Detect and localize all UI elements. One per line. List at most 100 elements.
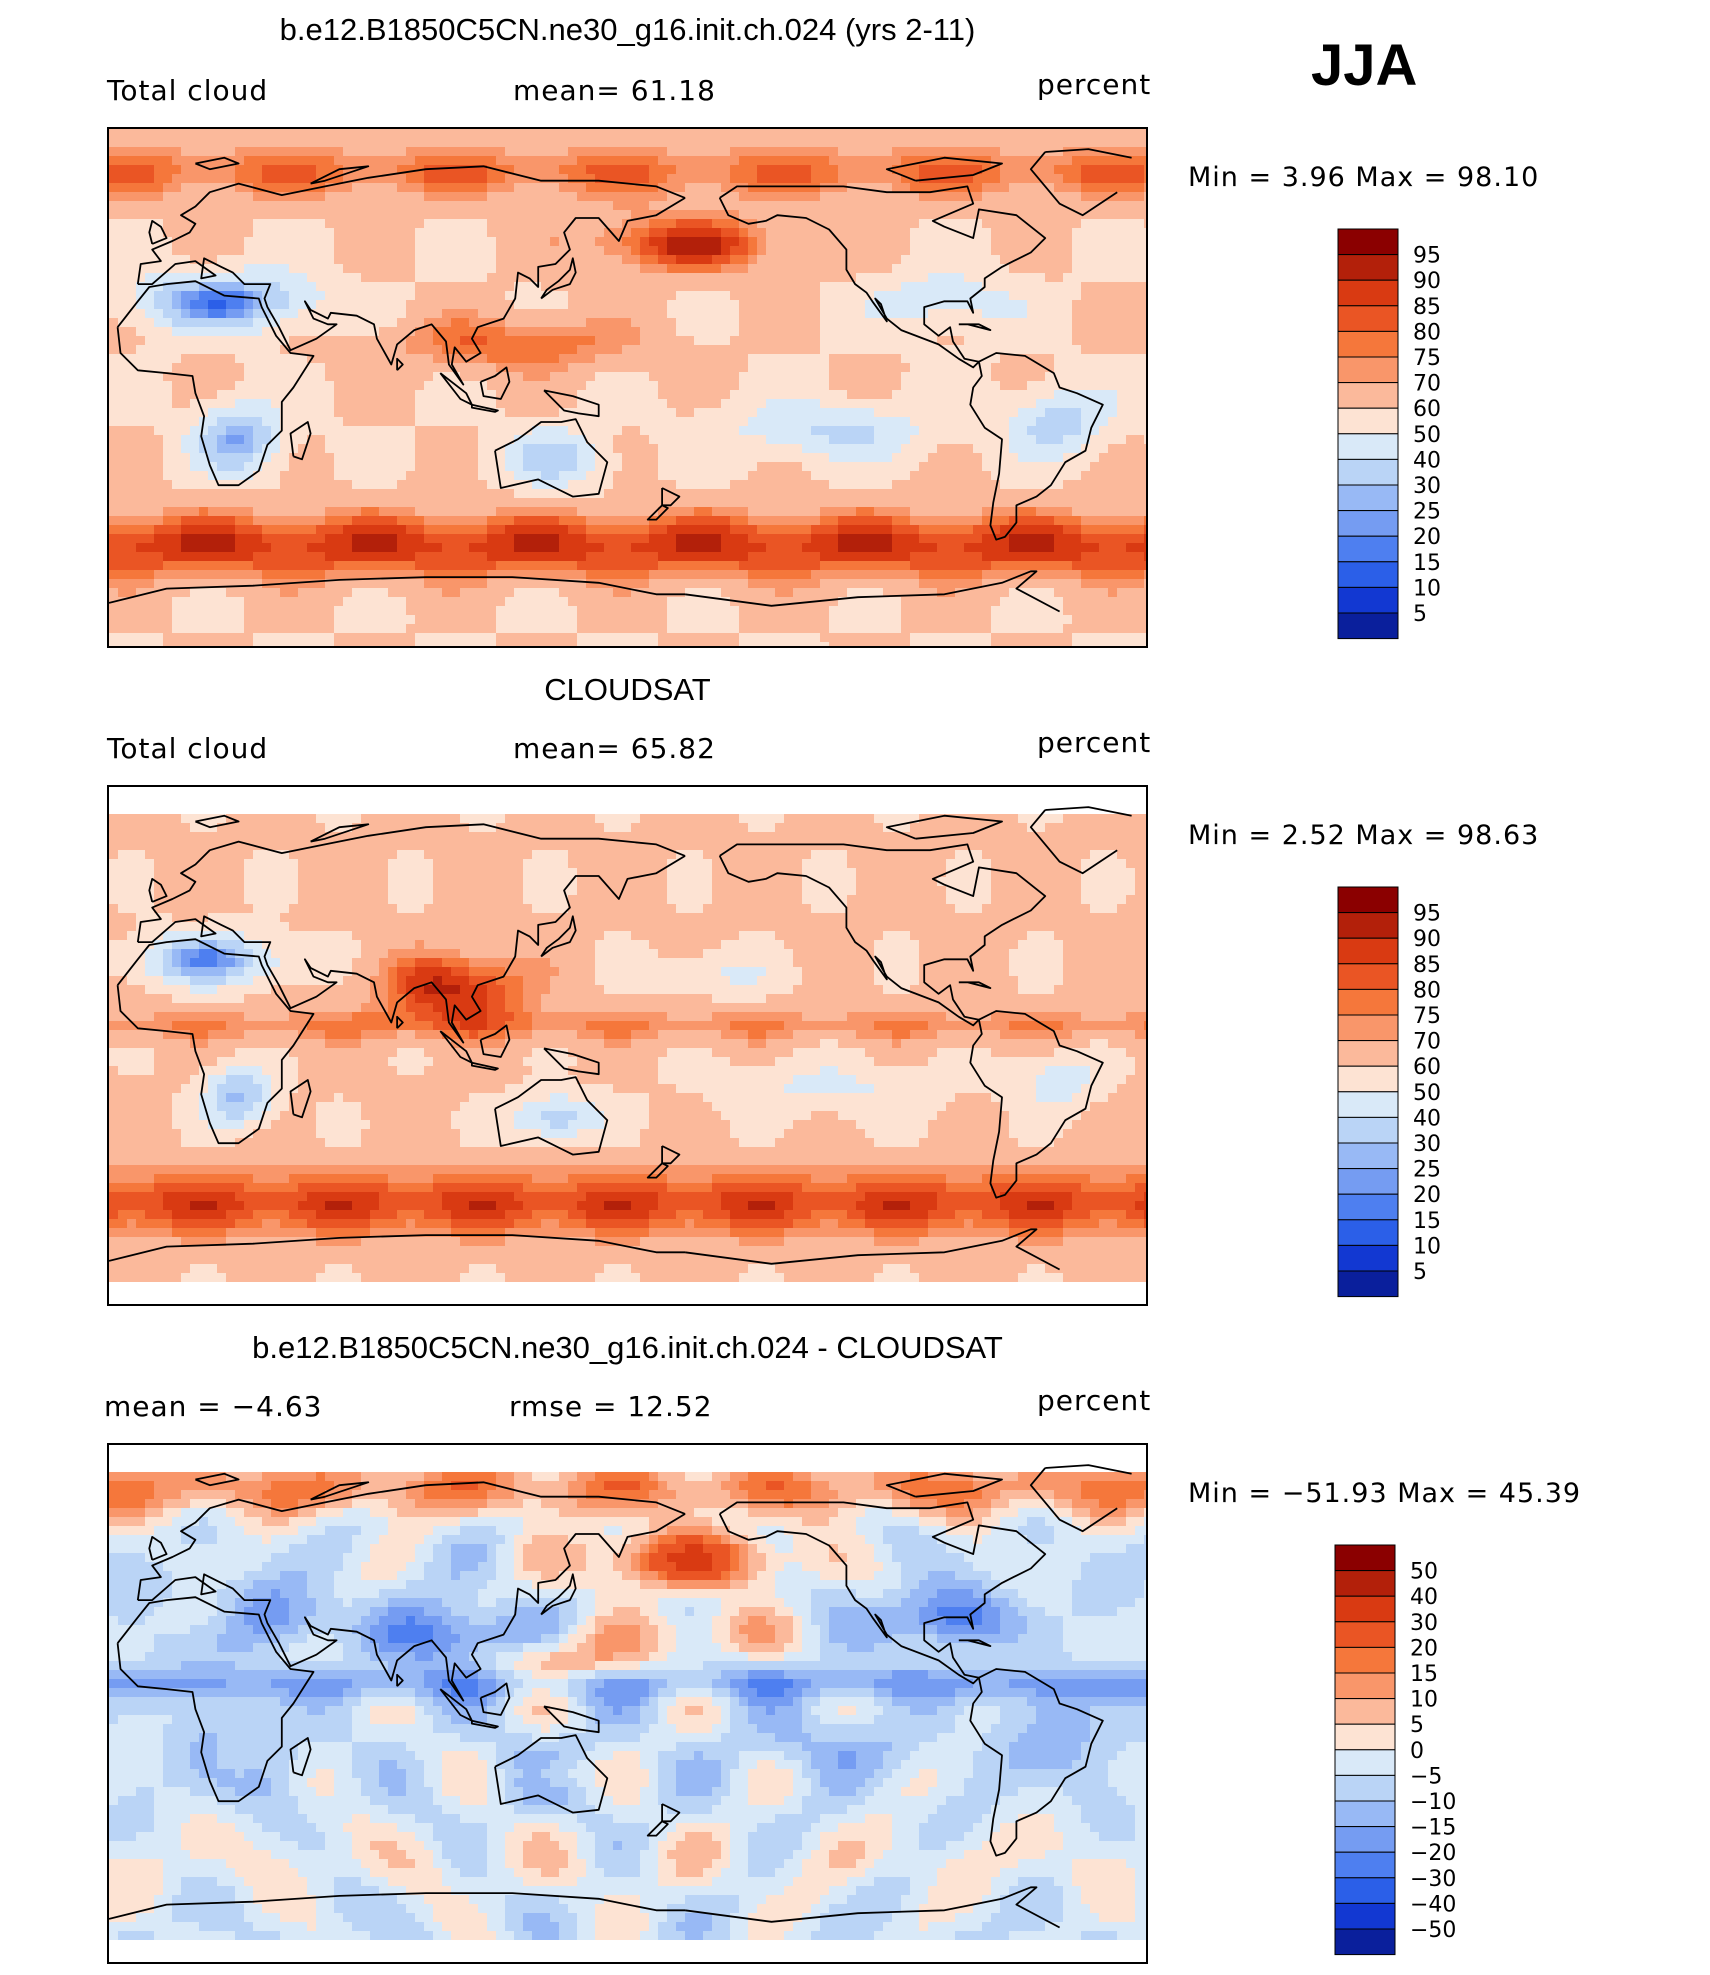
panel3-colorbar-swatch (1334, 1749, 1396, 1776)
panel3-colorbar-swatch (1334, 1800, 1396, 1828)
panel1-colorbar-tick-label: 60 (1413, 397, 1441, 422)
panel2-colorbar-tick-label: 40 (1413, 1106, 1441, 1131)
panel1-colorbar-tick-label: 20 (1413, 525, 1441, 550)
panel1-colorbar-swatch (1337, 330, 1399, 358)
panel3-map-coastlines (109, 1464, 1132, 1929)
panel1-colorbar-swatch (1337, 279, 1399, 307)
panel2-map-coastlines (109, 806, 1132, 1271)
panel3-map-field (109, 1445, 1146, 1962)
panel3-map (107, 1443, 1148, 1964)
panel3-colorbar-tick-label: 15 (1410, 1662, 1438, 1687)
panel2-colorbar-tick-label: 75 (1413, 1004, 1441, 1029)
panel2-colorbar-tick-label: 25 (1413, 1158, 1441, 1183)
panel2-colorbar-tick-label: 95 (1413, 902, 1441, 927)
panel2-map-field (109, 787, 1146, 1304)
panel3-colorbar-tick-label: −50 (1410, 1918, 1456, 1943)
panel1-colorbar-swatch (1337, 535, 1399, 563)
panel1-mean-label: mean= 61.18 (513, 74, 716, 107)
panel3-colorbar-swatch (1334, 1877, 1396, 1904)
panel3-minmax: Min = −51.93 Max = 45.39 (1188, 1478, 1581, 1509)
panel3-colorbar-tick-label: 50 (1410, 1560, 1438, 1585)
panel3-colorbar-swatch (1334, 1723, 1396, 1751)
panel2-colorbar-swatch (1337, 1065, 1399, 1093)
panel1-map-field (109, 129, 1146, 646)
panel2-colorbar-swatch (1337, 886, 1399, 914)
panel3-colorbar-swatch (1334, 1570, 1396, 1597)
panel2-colorbar-swatch (1337, 1244, 1399, 1272)
panel3-colorbar-tick-label: 0 (1410, 1739, 1424, 1764)
panel1-colorbar-swatch (1337, 305, 1399, 332)
panel2-colorbar-swatch (1337, 1270, 1399, 1298)
panel1-colorbar-tick-label: 70 (1413, 372, 1441, 397)
panel1-minmax: Min = 3.96 Max = 98.10 (1188, 162, 1539, 193)
panel2-colorbar-tick-label: 80 (1413, 978, 1441, 1003)
panel3-colorbar-tick-label: −10 (1410, 1790, 1456, 1815)
panel2-colorbar-swatch (1337, 1142, 1399, 1170)
panel2-colorbar-swatch (1337, 1193, 1399, 1221)
panel3-colorbar-swatch (1334, 1595, 1396, 1623)
panel2-colorbar-tick-label: 85 (1413, 953, 1441, 978)
panel1-colorbar-tick-label: 75 (1413, 346, 1441, 371)
panel1-colorbar-tick-label: 80 (1413, 320, 1441, 345)
panel3-colorbar-swatch (1334, 1774, 1396, 1802)
panel3-colorbar-swatch (1334, 1826, 1396, 1853)
panel2-colorbar-tick-label: 50 (1413, 1081, 1441, 1106)
panel3-colorbar-tick-label: −30 (1410, 1867, 1456, 1892)
panel1-colorbar-tick-label: 90 (1413, 269, 1441, 294)
panel3-colorbar-tick-label: −15 (1410, 1816, 1456, 1841)
panel2-title: CLOUDSAT (107, 672, 1148, 708)
panel2-colorbar-swatch (1337, 963, 1399, 990)
panel3-colorbar-swatch (1334, 1698, 1396, 1725)
panel2-colorbar-tick-label: 60 (1413, 1055, 1441, 1080)
panel2-colorbar-tick-label: 10 (1413, 1234, 1441, 1259)
panel2-variable-label: Total cloud (107, 732, 268, 765)
panel1-colorbar-swatch (1337, 356, 1399, 384)
panel2-colorbar-swatch (1337, 1091, 1399, 1118)
panel3-colorbar: 50 40 30 20 15 10 5 0 −5 −10 −15 −20 −30 −40 −50 (1334, 1544, 1544, 1956)
panel3-colorbar-tick-label: 5 (1410, 1713, 1424, 1738)
panel1-colorbar-swatch (1337, 612, 1399, 640)
panel2-minmax: Min = 2.52 Max = 98.63 (1188, 820, 1539, 851)
panel3-colorbar-tick-label: −5 (1410, 1764, 1442, 1789)
panel1-colorbar-swatch (1337, 484, 1399, 512)
panel2-colorbar-swatch (1337, 988, 1399, 1016)
panel2-colorbar-swatch (1337, 1040, 1399, 1067)
panel1-colorbar-swatch (1337, 586, 1399, 614)
panel3-units-label: percent (1037, 1384, 1151, 1417)
panel3-colorbar-swatch (1334, 1621, 1396, 1648)
panel3-colorbar-swatch (1334, 1646, 1396, 1674)
panel1-title: b.e12.B1850C5CN.ne30_g16.init.ch.024 (yr… (107, 12, 1148, 48)
panel2-colorbar-tick-label: 70 (1413, 1030, 1441, 1055)
panel1-colorbar-swatch (1337, 228, 1399, 256)
panel1-colorbar-tick-label: 15 (1413, 551, 1441, 576)
panel2-colorbar-swatch (1337, 1014, 1399, 1042)
panel1-colorbar-tick-label: 5 (1413, 602, 1427, 627)
panel3-colorbar-swatch (1334, 1851, 1396, 1879)
panel1-map-coastlines (109, 148, 1132, 613)
panel1-colorbar-swatch (1337, 382, 1399, 409)
panel3-colorbar-swatch (1334, 1672, 1396, 1700)
panel1-colorbar-swatch (1337, 407, 1399, 435)
panel2-colorbar-swatch (1337, 1168, 1399, 1195)
panel2-map (107, 785, 1148, 1306)
panel3-colorbar-tick-label: 10 (1410, 1688, 1438, 1713)
panel1-colorbar-tick-label: 95 (1413, 244, 1441, 269)
panel2-mean-label: mean= 65.82 (513, 732, 716, 765)
panel1-colorbar-swatch (1337, 561, 1399, 588)
panel2-colorbar-tick-label: 20 (1413, 1183, 1441, 1208)
panel1-colorbar: 95 90 85 80 75 70 60 50 40 30 25 20 15 10 5 (1337, 228, 1537, 640)
panel3-colorbar-tick-label: 20 (1410, 1636, 1438, 1661)
panel1-colorbar-swatch (1337, 458, 1399, 486)
panel1-colorbar-tick-label: 25 (1413, 500, 1441, 525)
panel1-colorbar-tick-label: 40 (1413, 448, 1441, 473)
panel2-colorbar-swatch (1337, 1116, 1399, 1144)
panel1-colorbar-swatch (1337, 510, 1399, 537)
panel1-colorbar-tick-label: 10 (1413, 576, 1441, 601)
panel1-colorbar-swatch (1337, 254, 1399, 281)
panel2-colorbar-tick-label: 30 (1413, 1132, 1441, 1157)
panel1-colorbar-swatch (1337, 433, 1399, 460)
panel2-units-label: percent (1037, 726, 1151, 759)
panel2-colorbar-swatch (1337, 912, 1399, 939)
panel1-variable-label: Total cloud (107, 74, 268, 107)
panel2-colorbar-tick-label: 90 (1413, 927, 1441, 952)
